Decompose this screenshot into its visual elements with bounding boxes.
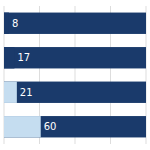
bar — [4, 82, 17, 103]
data-labels: 8 17 21 60 — [12, 18, 57, 133]
bars — [4, 13, 146, 138]
data-label: 17 — [17, 52, 30, 63]
data-label: 8 — [12, 18, 18, 29]
data-label: 21 — [20, 87, 33, 98]
data-label: 60 — [44, 121, 57, 132]
bar — [4, 116, 146, 137]
chart: 8 17 21 60 — [0, 0, 150, 150]
grid — [4, 6, 146, 144]
bar — [4, 47, 146, 68]
bar — [4, 116, 41, 137]
bar — [4, 13, 146, 34]
bar — [4, 82, 146, 103]
bar — [4, 47, 14, 68]
bar — [4, 13, 9, 34]
